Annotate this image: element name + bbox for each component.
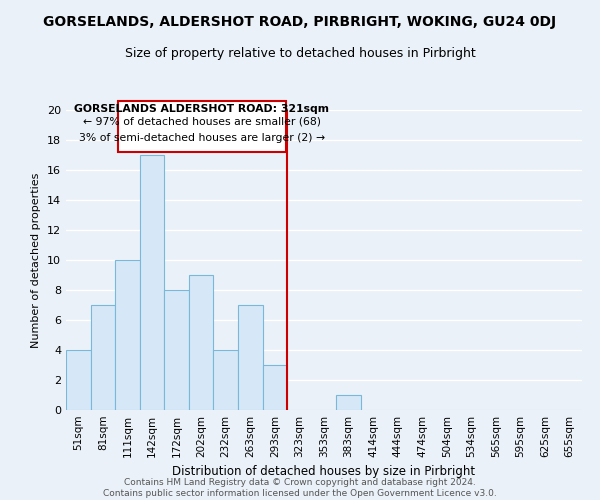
Text: 3% of semi-detached houses are larger (2) →: 3% of semi-detached houses are larger (2… [79, 133, 325, 143]
Bar [214, 350, 238, 410]
Bar [140, 155, 164, 410]
X-axis label: Distribution of detached houses by size in Pirbright: Distribution of detached houses by size … [172, 466, 476, 478]
FancyBboxPatch shape [118, 101, 286, 152]
Text: Contains HM Land Registry data © Crown copyright and database right 2024.
Contai: Contains HM Land Registry data © Crown c… [103, 478, 497, 498]
Text: GORSELANDS, ALDERSHOT ROAD, PIRBRIGHT, WOKING, GU24 0DJ: GORSELANDS, ALDERSHOT ROAD, PIRBRIGHT, W… [43, 15, 557, 29]
Text: ← 97% of detached houses are smaller (68): ← 97% of detached houses are smaller (68… [83, 117, 321, 127]
Bar [189, 275, 214, 410]
Bar [91, 305, 115, 410]
Bar [115, 260, 140, 410]
Bar [263, 365, 287, 410]
Text: GORSELANDS ALDERSHOT ROAD: 321sqm: GORSELANDS ALDERSHOT ROAD: 321sqm [74, 104, 329, 114]
Bar [66, 350, 91, 410]
Text: Size of property relative to detached houses in Pirbright: Size of property relative to detached ho… [125, 48, 475, 60]
Bar [164, 290, 189, 410]
Y-axis label: Number of detached properties: Number of detached properties [31, 172, 41, 348]
Bar [238, 305, 263, 410]
Bar [336, 395, 361, 410]
